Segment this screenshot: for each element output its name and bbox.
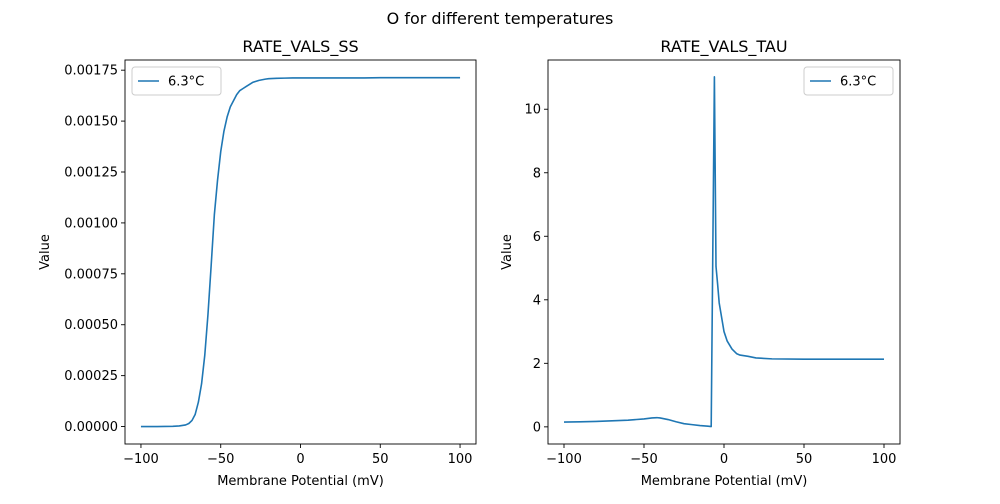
x-tick-label: −50 (207, 452, 234, 467)
x-axis-label: Membrane Potential (mV) (641, 474, 808, 489)
y-axis-label: Value (500, 234, 515, 270)
x-tick-label: 100 (448, 452, 473, 467)
y-tick-label: 10 (524, 103, 541, 118)
x-tick-label: 0 (296, 452, 304, 467)
x-tick-label: −100 (123, 452, 159, 467)
x-tick-label: 50 (372, 452, 389, 467)
y-tick-label: 0.00000 (64, 420, 118, 435)
y-tick-label: 0.00025 (64, 369, 118, 384)
y-tick-label: 2 (533, 357, 541, 372)
y-tick-label: 0.00175 (64, 64, 118, 79)
legend: 6.3°C (803, 66, 894, 96)
subplot-rate-vals-ss: RATE_VALS_SS −100 −50 0 50 100 0.00000 0.00025 0… (38, 37, 477, 489)
series-line-0 (563, 76, 884, 428)
y-tick-label: 0.00050 (64, 318, 118, 333)
y-tick-label: 0.00150 (64, 115, 118, 130)
axes-title: RATE_VALS_SS (242, 37, 358, 57)
y-tick-label: 0.00075 (64, 267, 118, 282)
legend-box (131, 66, 222, 96)
y-tick-label: 0.00100 (64, 216, 118, 231)
series-line-0 (140, 76, 461, 428)
x-tick-label: 0 (720, 452, 728, 467)
y-axis-label: Value (38, 234, 53, 270)
y-tick-label: 8 (533, 166, 541, 181)
legend-label: 6.3°C (168, 75, 204, 90)
legend-box (803, 66, 894, 96)
x-axis-label: Membrane Potential (mV) (217, 474, 384, 489)
x-tick-label: 100 (872, 452, 897, 467)
figure-suptitle: O for different temperatures (387, 9, 614, 28)
y-tick-label: 0.00125 (64, 166, 118, 181)
axes-title: RATE_VALS_TAU (660, 37, 787, 57)
x-tick-label: −50 (630, 452, 657, 467)
y-tick-label: 6 (533, 230, 541, 245)
y-tick-label: 0 (533, 420, 541, 435)
x-tick-label: 50 (796, 452, 813, 467)
subplot-rate-vals-tau: RATE_VALS_TAU −100 −50 0 50 100 0 2 4 6 8 10 Membran… (500, 37, 901, 489)
legend: 6.3°C (131, 66, 222, 96)
legend-label: 6.3°C (840, 75, 876, 90)
y-tick-label: 4 (533, 293, 541, 308)
x-tick-label: −100 (546, 452, 582, 467)
